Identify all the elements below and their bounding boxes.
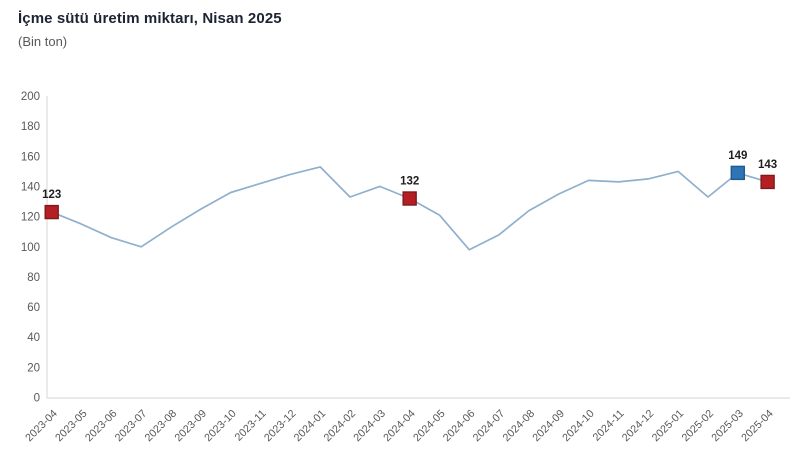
x-axis-tick-label: 2024-09	[530, 408, 567, 445]
x-axis-tick-label: 2025-03	[709, 408, 746, 445]
x-axis-tick-label: 2023-12	[262, 408, 299, 445]
x-axis-tick-label: 2024-05	[411, 408, 448, 445]
y-axis-tick-label: 200	[21, 91, 40, 103]
data-point-label: 143	[758, 159, 777, 171]
x-axis-tick-label: 2023-06	[83, 408, 120, 445]
x-axis-tick-label: 2024-10	[560, 408, 597, 445]
y-axis-tick-label: 40	[27, 332, 40, 344]
x-axis-tick-label: 2023-07	[113, 408, 150, 445]
data-point-label: 123	[42, 189, 61, 201]
y-axis-tick-label: 100	[21, 242, 40, 254]
y-axis-tick-label: 140	[21, 181, 40, 193]
data-point-label: 132	[400, 176, 419, 188]
x-axis-tick-label: 2024-04	[381, 408, 418, 445]
chart-title: İçme sütü üretim miktarı, Nisan 2025	[18, 10, 282, 27]
x-axis-tick-label: 2025-04	[739, 408, 776, 445]
x-axis-tick-label: 2025-02	[680, 408, 717, 445]
x-axis-tick-label: 2024-01	[292, 408, 329, 445]
x-axis-tick-label: 2023-05	[53, 408, 90, 445]
y-axis-tick-label: 60	[27, 302, 40, 314]
data-point-marker	[760, 174, 775, 190]
data-point-marker	[44, 204, 59, 220]
y-axis-tick-label: 120	[21, 212, 40, 224]
x-axis-tick-label: 2024-02	[322, 408, 359, 445]
y-axis-tick-label: 0	[34, 393, 40, 405]
x-axis-tick-label: 2024-07	[471, 408, 508, 445]
data-point-marker	[730, 165, 745, 181]
y-axis-tick-label: 180	[21, 121, 40, 133]
y-axis-tick-label: 80	[27, 272, 40, 284]
chart-header: İçme sütü üretim miktarı, Nisan 2025 (Bi…	[18, 10, 282, 49]
y-axis-tick-label: 160	[21, 151, 40, 163]
x-axis-tick-label: 2023-04	[23, 408, 60, 445]
chart-subtitle: (Bin ton)	[18, 34, 68, 49]
data-point-label: 149	[728, 150, 747, 162]
x-axis-tick-label: 2024-03	[351, 408, 388, 445]
x-axis-tick-label: 2023-08	[143, 408, 180, 445]
x-axis-tick-label: 2023-09	[172, 408, 209, 445]
data-point-marker	[402, 191, 417, 206]
x-axis-tick-label: 2023-10	[202, 408, 239, 445]
x-axis-tick-label: 2024-12	[620, 408, 657, 445]
plot-area: 0204060801001201401601802002023-042023-0…	[21, 91, 790, 444]
x-axis-tick-label: 2024-06	[441, 408, 478, 445]
x-axis-tick-label: 2025-01	[650, 408, 687, 445]
x-axis-tick-label: 2024-08	[501, 408, 538, 445]
y-axis-tick-label: 20	[27, 362, 40, 374]
